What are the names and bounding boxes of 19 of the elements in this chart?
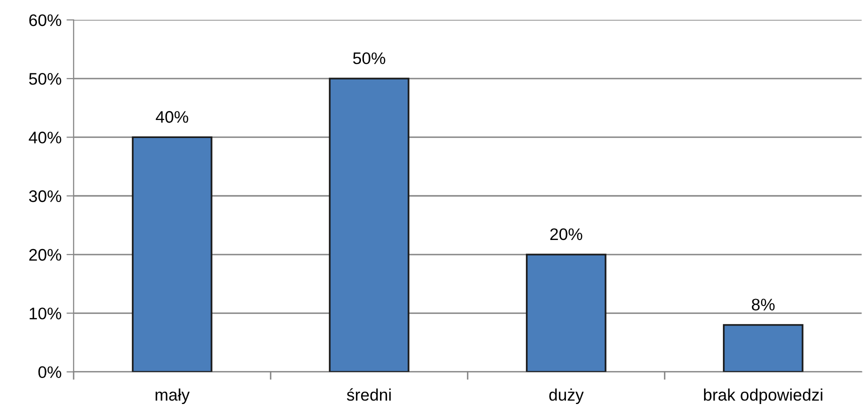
- y-tick-label: 30%: [29, 190, 62, 202]
- data-label: 40%: [156, 111, 188, 123]
- bar: [722, 324, 804, 372]
- data-label: 8%: [752, 298, 775, 311]
- x-tick-label: duży: [549, 388, 584, 404]
- data-label: 50%: [353, 52, 386, 64]
- bar: [132, 136, 212, 372]
- y-tick-label: 10%: [30, 308, 62, 320]
- data-label: 20%: [550, 228, 582, 240]
- bar: [328, 78, 410, 372]
- x-tick-label: średni: [346, 388, 391, 401]
- y-tick-label: 0%: [38, 366, 62, 378]
- y-tick-label: 50%: [29, 72, 62, 85]
- y-tick-label: 20%: [29, 248, 62, 261]
- y-tick-label: 60%: [29, 14, 62, 26]
- x-tick-label: brak odpowiedzi: [704, 388, 822, 404]
- x-tick-label: mały: [156, 388, 190, 404]
- y-tick-label: 40%: [28, 132, 62, 144]
- bar: [526, 254, 606, 372]
